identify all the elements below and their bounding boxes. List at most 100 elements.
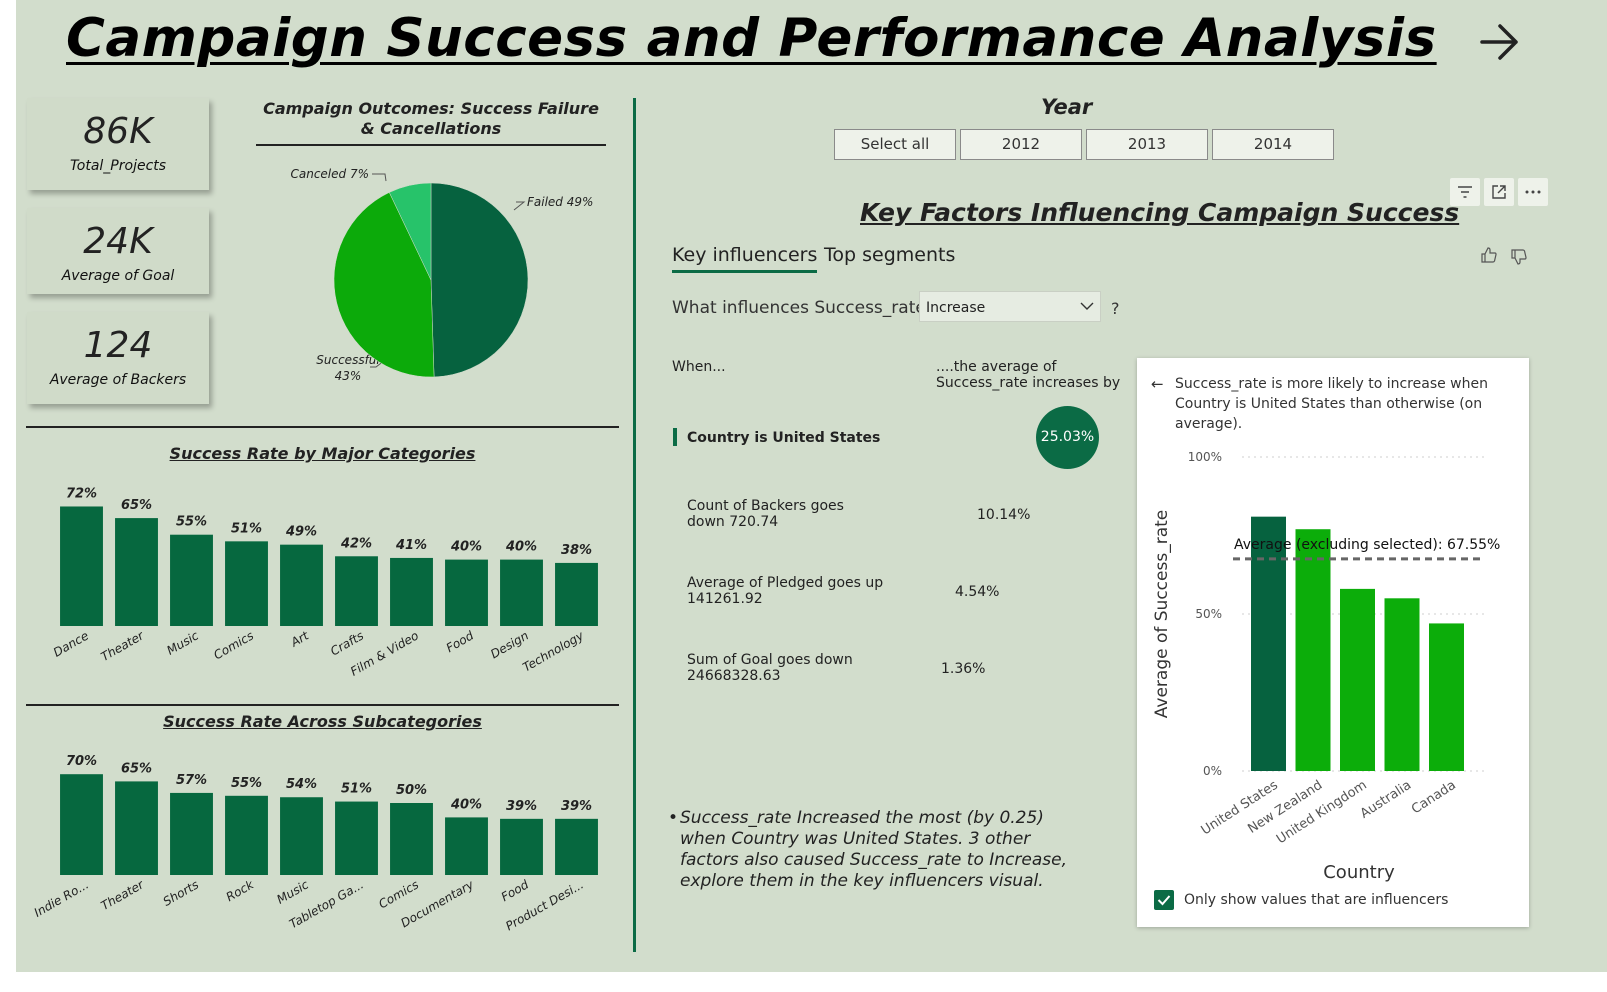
data-label: 39%	[561, 799, 592, 814]
category-label: Music	[164, 628, 201, 657]
filter-icon[interactable]	[1450, 178, 1480, 206]
bar[interactable]	[170, 534, 213, 626]
tab-top-segments[interactable]: Top segments	[824, 244, 956, 266]
checkbox-label: Only show values that are influencers	[1184, 892, 1449, 908]
kpi-label: Average of Backers	[49, 372, 187, 388]
successful-pct-label: 43%	[335, 369, 362, 383]
bar[interactable]	[60, 506, 103, 626]
bar[interactable]	[115, 518, 158, 626]
bar[interactable]	[445, 817, 488, 875]
slicer-option-2012[interactable]: 2012	[960, 129, 1082, 160]
detail-heading: Success_rate is more likely to increase …	[1175, 376, 1488, 432]
data-label: 40%	[505, 540, 537, 555]
country-bar[interactable]	[1340, 588, 1375, 771]
help-mark: ?	[1111, 299, 1120, 318]
data-label: 51%	[341, 782, 372, 797]
smart-narrative: • Success_rate Increased the most (by 0.…	[668, 808, 1088, 892]
dropdown-value: Increase	[926, 300, 986, 316]
pie-slice-canceled[interactable]	[388, 182, 432, 281]
influencer-filter-checkbox-row[interactable]: Only show values that are influencers	[1154, 890, 1448, 910]
kpi-value: 86K	[83, 111, 153, 152]
bar[interactable]	[500, 559, 543, 626]
category-label: Indie Ro...	[32, 877, 91, 919]
arrow-right-icon[interactable]	[1478, 20, 1522, 64]
influencer-row[interactable]: Count of Backers goes down 720.74	[687, 498, 844, 530]
thumbs-up-icon[interactable]	[1480, 246, 1498, 268]
arrow-left-icon[interactable]: ←	[1151, 375, 1164, 393]
category-label: Food	[499, 877, 532, 904]
pie-slice-successful[interactable]	[333, 192, 435, 378]
country-bar[interactable]	[1384, 598, 1420, 771]
bar[interactable]	[115, 781, 158, 875]
category-label: Design	[488, 628, 531, 661]
data-label: 54%	[286, 777, 317, 792]
influencer-value: 1.36%	[941, 661, 986, 677]
kpi-value: 124	[83, 325, 153, 366]
data-label: 38%	[561, 543, 592, 558]
bar[interactable]	[555, 818, 598, 875]
more-options-icon[interactable]	[1518, 178, 1548, 206]
categories-bar-chart: 72% Dance 65% Theater 55% Music 51% Comics 49% Ar…	[51, 486, 598, 679]
category-label: Theater	[99, 877, 147, 913]
bar[interactable]	[335, 556, 378, 626]
tab-key-influencers[interactable]: Key influencers	[672, 244, 818, 273]
influencer-row-selected[interactable]: Country is United States	[687, 430, 881, 446]
x-tick-label: Canada	[1409, 778, 1459, 818]
bar[interactable]	[280, 797, 323, 875]
divider	[26, 704, 619, 706]
bar[interactable]	[445, 559, 488, 626]
bar[interactable]	[280, 544, 323, 626]
influencer-row-line1: Sum of Goal goes down	[687, 652, 853, 668]
bar[interactable]	[170, 792, 213, 875]
data-label: 39%	[506, 799, 537, 814]
bar[interactable]	[390, 557, 433, 626]
kpi-label: Total_Projects	[69, 158, 167, 174]
bar[interactable]	[60, 774, 103, 875]
data-label: 51%	[231, 521, 262, 536]
bar[interactable]	[335, 801, 378, 875]
bar[interactable]	[500, 818, 543, 875]
focus-mode-icon[interactable]	[1484, 178, 1514, 206]
average-label: Average (excluding selected): 67.55%	[1234, 537, 1500, 553]
country-bar[interactable]	[1295, 529, 1331, 771]
influencer-row-line2: down 720.74	[687, 514, 779, 530]
influencer-row[interactable]: Sum of Goal goes down 24668328.63	[687, 652, 853, 684]
category-label: Music	[274, 877, 311, 906]
thumbs-down-icon[interactable]	[1510, 248, 1528, 270]
country-bar[interactable]	[1429, 623, 1464, 771]
pie-slice-failed[interactable]	[430, 182, 529, 378]
influence-direction-dropdown[interactable]: Increase	[919, 291, 1101, 322]
category-label: Comics	[376, 877, 421, 911]
data-label: 50%	[396, 783, 427, 798]
check-icon	[1157, 895, 1171, 906]
bar[interactable]	[225, 795, 268, 875]
country-bar[interactable]	[1251, 516, 1286, 771]
col-average-line1: ....the average of	[936, 359, 1057, 375]
subcategories-chart-title: Success Rate Across Subcategories	[163, 712, 482, 731]
kpi-average-backers: 124 Average of Backers	[27, 312, 209, 404]
bar[interactable]	[225, 541, 268, 626]
y-tick-label: 100%	[1188, 450, 1222, 464]
slicer-option-select-all[interactable]: Select all	[834, 129, 956, 160]
category-label: Technology	[520, 628, 586, 674]
kpi-average-goal: 24K Average of Goal	[27, 208, 209, 294]
data-label: 41%	[395, 538, 427, 553]
data-label: 65%	[121, 761, 152, 776]
bar[interactable]	[390, 803, 433, 875]
influence-question: What influences Success_rate to	[672, 298, 949, 318]
influencer-row-line2: 24668328.63	[687, 668, 781, 684]
influencer-row-line1: Count of Backers goes	[687, 498, 844, 514]
influencer-row[interactable]: Average of Pledged goes up 141261.92	[687, 575, 883, 607]
category-label: Food	[444, 628, 477, 655]
bar[interactable]	[555, 562, 598, 626]
report-canvas: Campaign Success and Performance Analysi…	[16, 0, 1607, 972]
slicer-option-2013[interactable]: 2013	[1086, 129, 1208, 160]
y-axis-title: Average of Success_rate	[1152, 510, 1172, 718]
category-label: Dance	[51, 628, 91, 659]
checkbox[interactable]	[1154, 890, 1174, 910]
col-average-line2: Success_rate increases by	[936, 375, 1121, 391]
col-when: When...	[672, 359, 726, 375]
slicer-option-2014[interactable]: 2014	[1212, 129, 1334, 160]
x-tick-label: United States	[1199, 778, 1281, 839]
successful-label: Successful	[316, 353, 380, 367]
